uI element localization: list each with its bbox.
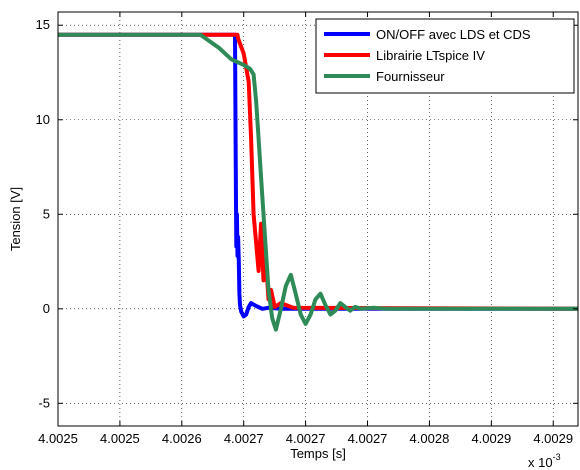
- plot-border: [57, 11, 579, 427]
- x-tick-label: 4.0028: [410, 431, 450, 446]
- x-axis-exponent-power: -3: [553, 452, 561, 462]
- series-line-3: [58, 32, 578, 332]
- y-tick-label: 10: [36, 112, 50, 127]
- x-axis-exponent: x 10-3: [528, 452, 561, 470]
- x-axis-exponent-base: x 10: [528, 455, 553, 470]
- y-axis-label: Tension [V]: [8, 187, 23, 251]
- x-tick-label: 4.0029: [471, 431, 511, 446]
- legend-label: Fournisseur: [376, 69, 445, 84]
- axis-ticks: 4.0025 4.0025 4.0026 4.0027 4.0027 4.0027 4.00…: [36, 12, 578, 446]
- series-line-2: [58, 32, 578, 311]
- y-tick-label: 15: [36, 17, 50, 32]
- x-tick-label: 4.0026: [162, 431, 202, 446]
- series-line-1: [58, 32, 578, 319]
- legend-label: Librairie LTspice IV: [376, 48, 485, 63]
- x-tick-label: 4.0025: [38, 431, 78, 446]
- x-tick-label: 4.0027: [224, 431, 264, 446]
- x-tick-label: 4.0027: [348, 431, 388, 446]
- series-layer: [58, 32, 578, 332]
- legend-label: ON/OFF avec LDS et CDS: [376, 27, 531, 42]
- x-tick-label: 4.0027: [286, 431, 326, 446]
- x-tick-label: 4.0025: [100, 431, 140, 446]
- x-axis-label: Temps [s]: [290, 446, 346, 461]
- y-tick-label: -5: [38, 395, 50, 410]
- legend: ON/OFF avec LDS et CDS Librairie LTspice …: [315, 18, 575, 94]
- y-tick-label: 0: [43, 301, 50, 316]
- x-tick-label: 4.0029: [533, 431, 573, 446]
- y-tick-label: 5: [43, 206, 50, 221]
